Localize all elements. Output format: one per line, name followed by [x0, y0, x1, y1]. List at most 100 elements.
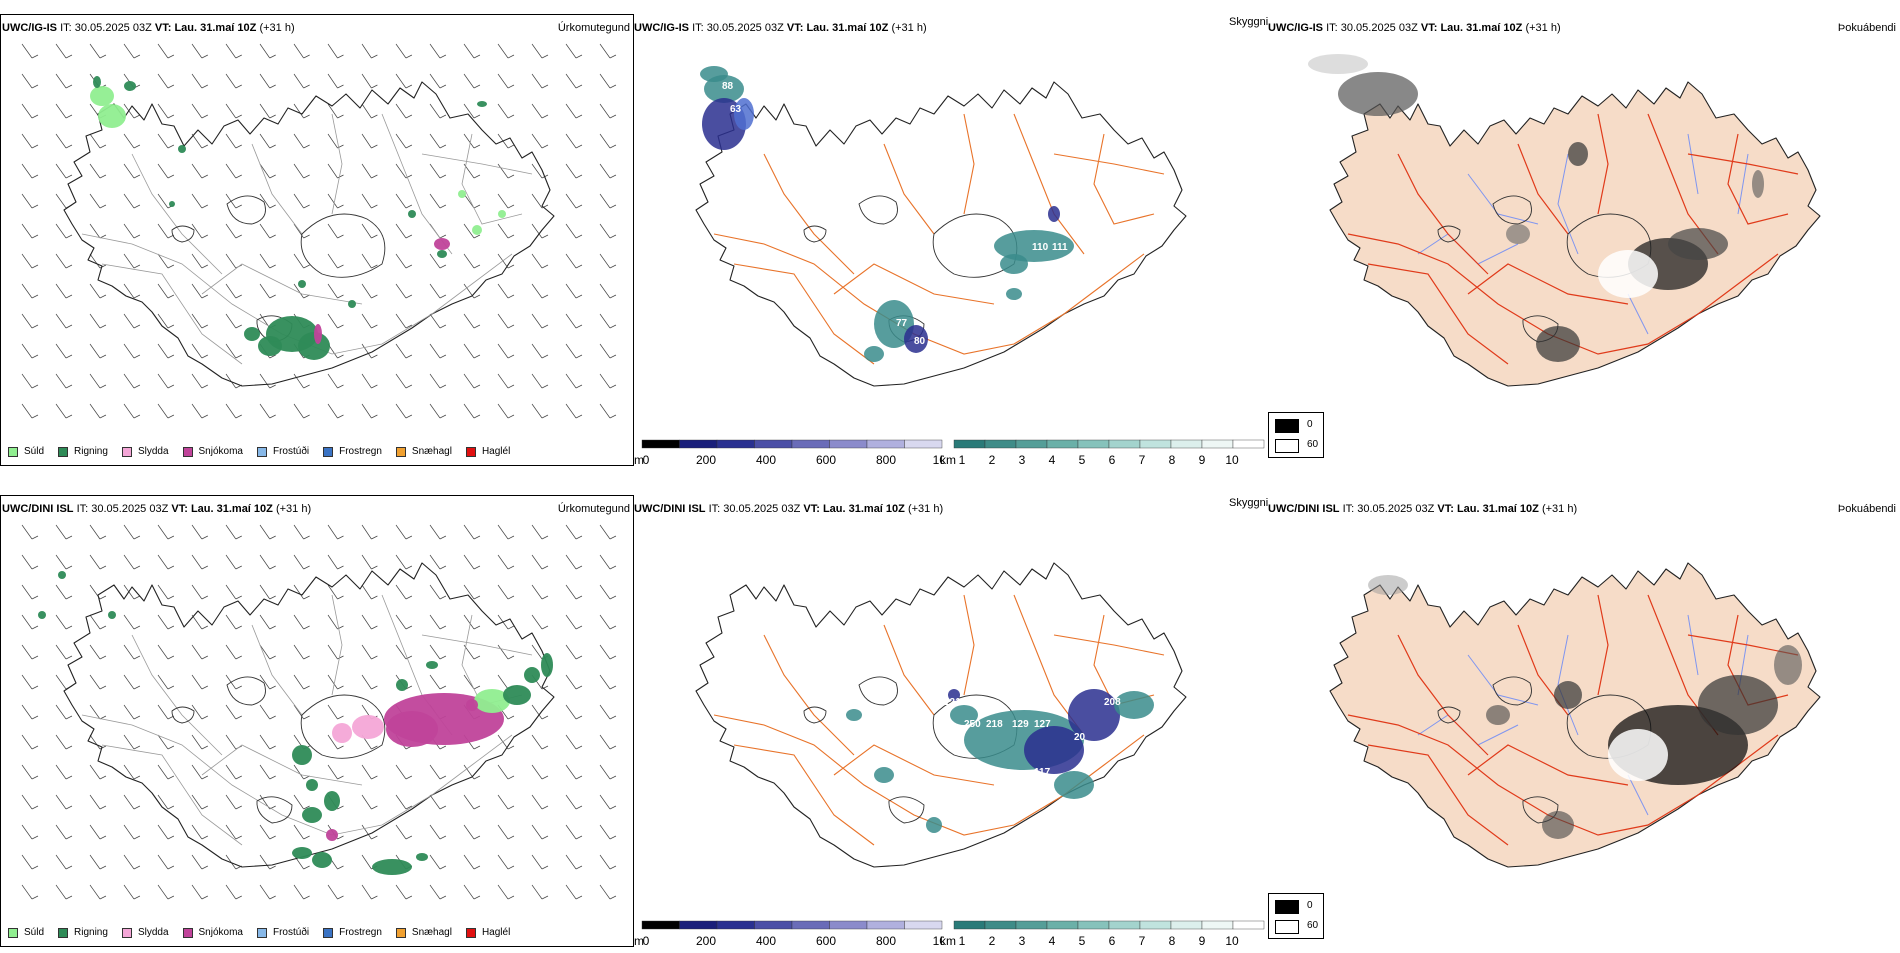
- wind-barb: [327, 223, 338, 239]
- wind-barb-flag: [99, 414, 107, 419]
- wind-barb: [463, 584, 475, 600]
- vt-label: VT:: [171, 503, 188, 515]
- wind-barb-flag: [609, 865, 617, 870]
- wind-barb-flag: [31, 715, 39, 720]
- forecast-row: UWC/DINI ISL IT: 30.05.2025 03Z VT: Lau.…: [0, 481, 1900, 951]
- wind-barb-flag: [133, 805, 141, 810]
- wind-barb-flag: [337, 414, 344, 419]
- wind-barb: [225, 313, 237, 329]
- visibility-tick: 4: [1049, 453, 1056, 467]
- precip-cell: [292, 745, 312, 765]
- wind-barb: [327, 403, 338, 419]
- glacier-outline: [803, 706, 827, 724]
- glacier-outline: [1437, 706, 1461, 724]
- wind-barb-flag: [99, 204, 107, 209]
- wind-barb-flag: [133, 174, 141, 179]
- legend-swatch: [121, 927, 132, 938]
- wind-barb-flag: [167, 895, 175, 900]
- wind-barb-flag: [541, 775, 549, 780]
- wind-barb-flag: [65, 865, 73, 870]
- wind-barb-flag: [473, 144, 481, 149]
- wind-barb-flag: [31, 264, 39, 269]
- road-line: [733, 744, 875, 846]
- wind-barb: [293, 704, 304, 720]
- wind-barb: [395, 103, 407, 119]
- wind-barb: [429, 824, 441, 840]
- wind-barb: [565, 193, 577, 209]
- visibility-cell: [846, 709, 862, 721]
- wind-barb: [565, 884, 577, 900]
- wind-barb-flag: [269, 174, 276, 179]
- coastline: [695, 562, 1187, 868]
- wind-barb: [55, 884, 67, 900]
- wind-barb-flag: [201, 655, 209, 660]
- wind-barb: [463, 73, 475, 89]
- wind-barb: [599, 283, 611, 299]
- visibility-tick: 9: [1199, 934, 1206, 948]
- wind-barb-flag: [235, 805, 242, 810]
- precip-cell: [372, 859, 412, 875]
- wind-barb-flag: [371, 84, 378, 89]
- wind-barb-flag: [507, 324, 515, 329]
- it-label: IT:: [60, 22, 72, 34]
- wind-barb: [191, 884, 203, 900]
- wind-barb-flag: [65, 144, 73, 149]
- wind-barb-flag: [439, 414, 447, 419]
- wind-barb: [55, 373, 67, 389]
- wind-barb: [55, 614, 67, 630]
- wind-barb: [531, 794, 543, 810]
- glacier-outline: [1492, 195, 1532, 225]
- lead-time: (+31 h): [259, 22, 295, 34]
- wind-barb-flag: [575, 414, 583, 419]
- visibility-tick: 8: [1169, 934, 1176, 948]
- wind-barb: [395, 644, 407, 660]
- fog-legend-high-value: 60: [1307, 920, 1319, 931]
- wind-barb-flag: [405, 565, 413, 570]
- visibility-cell: [1114, 691, 1154, 719]
- wind-barb-flag: [303, 234, 310, 239]
- wind-barb: [327, 73, 338, 89]
- wind-barb-flag: [609, 204, 617, 209]
- wind-barb-flag: [541, 114, 549, 119]
- wind-barb: [497, 163, 509, 179]
- wind-barb-flag: [473, 595, 481, 600]
- colorbar-segment: [1201, 920, 1234, 930]
- legend-label: Slydda: [137, 446, 169, 457]
- vt-value: Lau. 31.maí 10Z: [1440, 22, 1523, 34]
- wind-barb: [123, 854, 135, 870]
- wind-barb: [429, 884, 441, 900]
- wind-barb: [565, 163, 577, 179]
- colorbar-segment: [953, 920, 986, 930]
- road-line: [131, 153, 223, 275]
- wind-barb-flag: [167, 805, 175, 810]
- wind-barb-flag: [65, 625, 73, 630]
- precip-cell: [169, 201, 175, 207]
- wind-barb-flag: [269, 565, 276, 570]
- road-line: [201, 744, 363, 786]
- wind-barb-flag: [65, 595, 73, 600]
- wind-barb: [531, 373, 543, 389]
- wind-barb-flag: [405, 114, 413, 119]
- wind-barb-flag: [201, 264, 209, 269]
- wind-barb-flag: [201, 865, 209, 870]
- precip-cell: [312, 852, 332, 868]
- wind-barb-flag: [167, 835, 175, 840]
- cloud-height-colorbar: m0 200 400 600 800 1000: [634, 439, 944, 467]
- wind-barb-flag: [439, 595, 447, 600]
- wind-barb: [599, 764, 611, 780]
- wind-barb: [599, 824, 611, 840]
- wind-barb: [599, 73, 611, 89]
- visibility-panel: UWC/IG-IS IT: 30.05.2025 03Z VT: Lau. 31…: [634, 0, 1268, 470]
- wind-barb-flag: [507, 84, 515, 89]
- wind-barb-flag: [405, 535, 413, 540]
- precip-cell: [314, 324, 322, 344]
- wind-barb: [395, 43, 407, 59]
- wind-barb: [327, 283, 338, 299]
- wind-barb-flag: [31, 745, 39, 750]
- wind-barb-flag: [167, 655, 175, 660]
- wind-barb-flag: [303, 535, 310, 540]
- height-tick: 400: [756, 934, 776, 948]
- wind-barb-flag: [167, 144, 175, 149]
- wind-barb: [565, 223, 577, 239]
- wind-barb-flag: [303, 595, 310, 600]
